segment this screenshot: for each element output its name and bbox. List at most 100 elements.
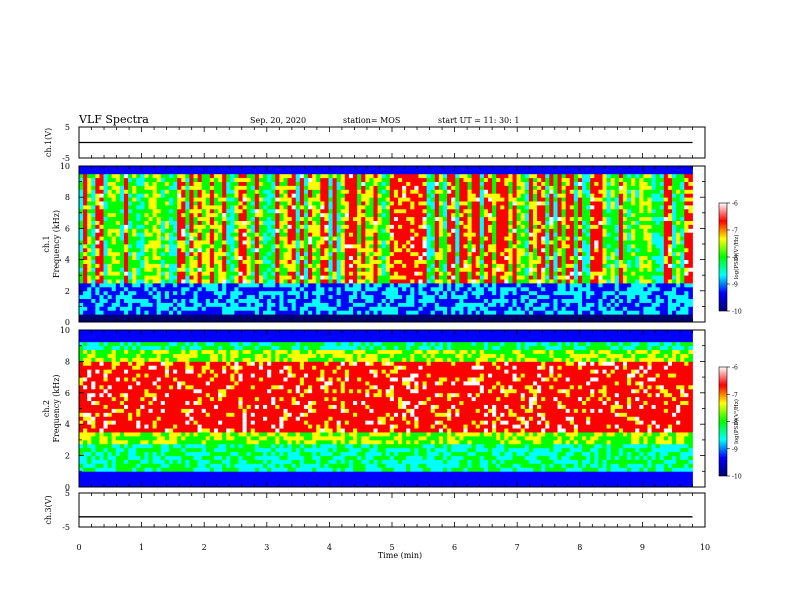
spectrogram-cell — [250, 173, 256, 179]
spectrogram-cell — [353, 271, 358, 276]
spectrogram-cell — [377, 314, 383, 319]
spectrogram-cell — [520, 259, 526, 264]
spectrogram-cell — [177, 216, 182, 221]
spectrogram-cell — [91, 220, 96, 225]
spectrogram-cell — [389, 236, 395, 241]
spectrogram-cell — [164, 169, 170, 175]
spectrogram-cell — [222, 259, 227, 264]
spectrogram-cell — [340, 255, 346, 260]
spectrogram-cell — [173, 236, 178, 241]
spectrogram-cell — [410, 298, 415, 303]
spectrogram-cell — [528, 177, 534, 182]
spectrogram-cell — [459, 298, 464, 303]
spectrogram-cell — [422, 216, 428, 221]
spectrogram-cell — [447, 255, 452, 260]
spectrogram-cell — [287, 302, 293, 307]
spectrogram-cell — [451, 302, 456, 307]
spectrogram-cell — [242, 205, 248, 210]
spectrogram-cell — [123, 290, 129, 296]
spectrogram-cell — [528, 189, 534, 194]
spectrogram-cell — [348, 251, 354, 257]
spectrogram-cell — [434, 255, 440, 260]
spectrogram-cell — [168, 247, 174, 253]
spectrogram-cell — [406, 181, 411, 186]
spectrogram-cell — [389, 306, 395, 311]
spectrogram-cell — [185, 310, 190, 315]
spectrogram-cell — [336, 201, 342, 206]
spectrogram-cell — [144, 247, 149, 253]
spectrogram-cell — [222, 224, 227, 229]
spectrogram-cell — [496, 247, 501, 253]
spectrogram-cell — [283, 310, 288, 315]
spectrogram-cell — [381, 267, 387, 272]
spectrogram-cell — [328, 255, 333, 260]
spectrogram-cell — [242, 228, 248, 233]
spectrogram-cell — [193, 279, 199, 284]
spectrogram-cell — [205, 232, 211, 237]
spectrogram-cell — [545, 244, 550, 249]
spectrogram-cell — [132, 294, 137, 299]
spectrogram-cell — [336, 255, 342, 260]
spectrogram-cell — [365, 279, 370, 284]
spectrogram-cell — [144, 189, 149, 194]
spectrogram-cell — [475, 216, 481, 221]
spectrogram-cell — [561, 310, 567, 315]
spectrogram-cell — [336, 275, 342, 280]
spectrogram-cell — [119, 314, 125, 319]
spectrogram-cell — [156, 208, 162, 214]
spectrogram-cell — [218, 255, 223, 260]
spectrogram-cell — [119, 166, 125, 171]
spectrogram-cell — [164, 290, 170, 296]
spectrogram-cell — [385, 181, 391, 186]
spectrogram-cell — [132, 275, 137, 280]
spectrogram-cell — [438, 181, 444, 186]
spectrogram-cell — [140, 302, 145, 307]
spectrogram-cell — [332, 251, 338, 257]
spectrogram-cell — [295, 275, 301, 280]
spectrogram-cell — [459, 318, 464, 323]
spectrogram-cell — [168, 290, 174, 296]
spectrogram-cell — [528, 247, 534, 253]
spectrogram-cell — [492, 283, 497, 288]
spectrogram-cell — [553, 247, 558, 253]
spectrogram-cell — [532, 283, 538, 288]
spectrogram-cell — [369, 208, 374, 214]
spectrogram-cell — [496, 224, 501, 229]
spectrogram-cell — [87, 298, 92, 303]
spectrogram-cell — [528, 208, 534, 214]
spectrogram-cell — [414, 251, 419, 257]
spectrogram-cell — [250, 224, 256, 229]
spectrogram-cell — [528, 271, 534, 276]
spectrogram-cell — [316, 185, 321, 190]
spectrogram-cell — [263, 197, 268, 202]
spectrogram-cell — [156, 259, 162, 264]
spectrogram-cell — [492, 212, 497, 218]
spectrogram-cell — [434, 173, 440, 179]
spectrogram-cell — [447, 224, 452, 229]
spectrogram-cell — [328, 189, 333, 194]
spectrogram-cell — [348, 193, 354, 198]
spectrogram-cell — [569, 255, 575, 260]
spectrogram-cell — [332, 240, 338, 245]
spectrogram-cell — [119, 228, 125, 233]
spectrogram-cell — [479, 298, 485, 303]
spectrogram-cell — [541, 294, 546, 299]
spectrogram-cell — [254, 302, 260, 307]
spectrogram-cell — [242, 302, 248, 307]
spectrogram-cell — [283, 236, 288, 241]
spectrogram-cell — [160, 290, 166, 296]
spectrogram-cell — [218, 173, 223, 179]
spectrogram-cell — [283, 185, 288, 190]
spectrogram-cell — [451, 271, 456, 276]
spectrogram-cell — [487, 298, 493, 303]
spectrogram-cell — [303, 177, 309, 182]
spectrogram-cell — [443, 314, 448, 319]
spectrogram-cell — [528, 181, 534, 186]
spectrogram-cell — [83, 263, 88, 268]
spectrogram-cell — [205, 201, 211, 206]
spectrogram-cell — [279, 181, 284, 186]
spectrogram-cell — [279, 177, 284, 182]
spectrogram-cell — [111, 220, 117, 225]
spectrogram-cell — [340, 208, 346, 214]
spectrogram-cell — [201, 181, 207, 186]
